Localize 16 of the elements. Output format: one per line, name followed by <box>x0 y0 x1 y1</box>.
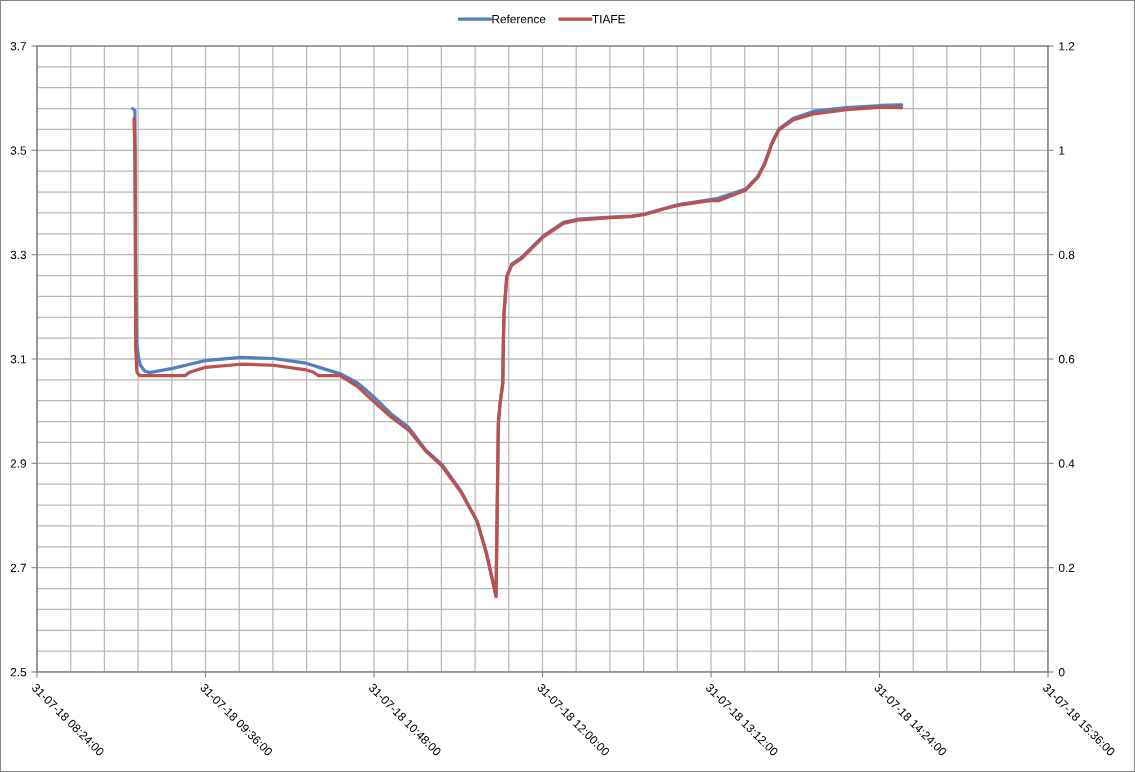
y2-tick-label: 1.2 <box>1059 42 1075 51</box>
y2-tick-label: 1 <box>1059 146 1065 155</box>
y-tick-label: 3.7 <box>10 42 26 51</box>
y-tick-label: 3.5 <box>10 146 27 155</box>
y-tick-label: 3.1 <box>10 355 27 364</box>
y2-tick-label: 0.4 <box>1058 459 1075 468</box>
legend-label: TIAFE <box>592 15 625 24</box>
y2-tick-label: 0.8 <box>1058 250 1075 260</box>
y2-tick-label: 0.2 <box>1058 563 1075 573</box>
y2-tick-label: 0.6 <box>1058 355 1075 364</box>
y-tick-label: 2.5 <box>10 668 27 677</box>
y-tick-label: 2.9 <box>10 459 27 468</box>
legend-label: Reference <box>492 14 546 24</box>
y-tick-label: 3.3 <box>10 250 27 260</box>
y2-tick-label: 0 <box>1058 668 1065 677</box>
y-tick-label: 2.7 <box>10 563 26 572</box>
